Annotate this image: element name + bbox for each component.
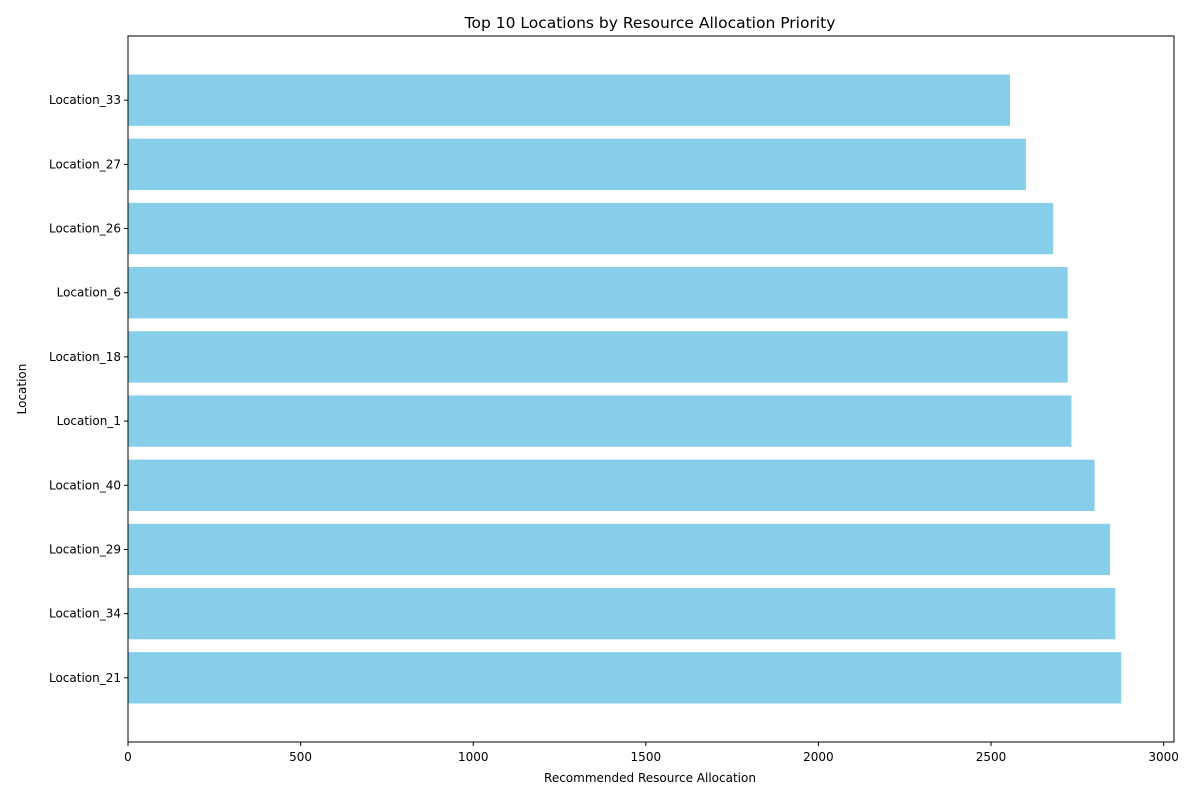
x-tick-label: 1500 [631,750,662,764]
y-tick-label: Location_40 [49,478,121,492]
x-tick-label: 3000 [1148,750,1179,764]
y-tick-label: Location_6 [57,286,121,300]
x-tick-label: 2000 [803,750,834,764]
x-tick-label: 2500 [976,750,1007,764]
plot-frame [127,35,1175,743]
y-tick-label: Location_21 [49,671,121,685]
x-tick-label: 0 [124,750,132,764]
chart-title: Top 10 Locations by Resource Allocation … [464,14,836,32]
x-tick-label: 1000 [458,750,489,764]
bar-location-40 [128,459,1095,511]
bar-location-34 [128,587,1116,640]
y-tick-label: Location_29 [49,542,121,556]
y-tick-label: Location_18 [49,350,121,364]
bar-location-6 [128,267,1068,319]
y-tick-label: Location_26 [49,222,121,236]
x-tick-label: 500 [289,750,312,764]
y-axis-title: Location [15,364,29,415]
bar-location-21 [128,652,1122,704]
bar-location-27 [128,138,1026,191]
y-tick-label: Location_33 [49,93,121,107]
y-tick-label: Location_1 [57,414,121,428]
axes-layer: Location_21 Location_34 Location_29 Locatio… [49,35,1179,764]
bar-location-26 [128,202,1054,255]
bars-layer [128,74,1122,704]
x-axis-title: Recommended Resource Allocation [544,771,756,785]
bar-location-33 [128,74,1011,126]
bar-location-29 [128,523,1111,576]
bar-location-1 [128,395,1072,447]
y-tick-label: Location_34 [49,607,121,621]
bar-location-18 [128,331,1068,383]
y-tick-label: Location_27 [49,157,121,171]
